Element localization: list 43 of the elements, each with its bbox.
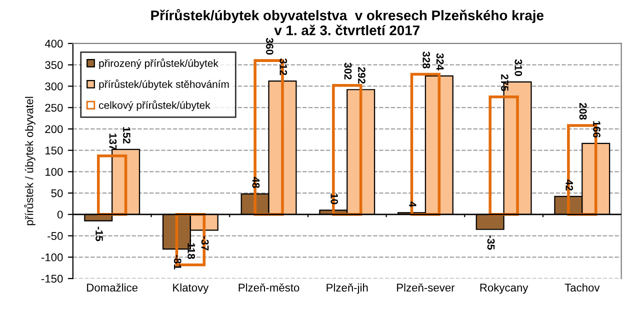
x-tick-label: Tachov [564, 283, 600, 292]
data-label: 310 [514, 59, 522, 76]
x-tick-label: Klatovy [173, 283, 209, 294]
data-label: 208 [579, 102, 587, 120]
y-tick-label: -50 [48, 232, 63, 240]
legend-label: přirozený přírůstek/úbytek [99, 58, 218, 70]
data-label: -81 [174, 255, 182, 270]
data-label: -35 [487, 235, 495, 250]
x-tick-label: Domažlice [87, 283, 138, 292]
data-label: 312 [280, 58, 288, 76]
data-label: 166 [593, 121, 600, 138]
x-tick-label: Plzeň-město [238, 283, 300, 292]
y-tick-label: 250 [45, 104, 63, 112]
y-tick-label: 300 [45, 82, 63, 90]
data-label: -15 [96, 226, 103, 242]
y-axis-title: přírůstek / úbytek obyvatel [24, 96, 36, 226]
legend-label: celkový přírůstek/úbytek [99, 100, 210, 111]
y-tick-label: -100 [41, 253, 63, 262]
data-label: 292 [358, 67, 366, 84]
data-label: 4 [409, 202, 416, 208]
data-label: 152 [122, 127, 130, 144]
y-tick-label: 100 [46, 168, 63, 176]
y-tick-label: 50 [51, 189, 63, 198]
x-tick-label: Rokycany [480, 283, 528, 294]
x-tick-label: Plzeň-sever [397, 283, 455, 292]
y-tick-label: 350 [45, 61, 63, 69]
data-label: 324 [436, 53, 444, 70]
y-tick-label: 400 [44, 40, 63, 48]
y-tick-label: 0 [57, 210, 63, 219]
y-tick-label: 200 [45, 125, 63, 134]
chart-title: Přírůstek/úbytek obyvatelstva v okresech Plzeňského kraje v 1. až 3. čtvrtletí 2017 [151, 9, 544, 36]
data-label: 328 [422, 52, 430, 68]
x-tick-label: Plzeň-jih [326, 283, 368, 294]
data-label: 360 [266, 38, 274, 55]
legend-label: přírůstek/úbytek stěhováním [99, 79, 229, 90]
data-label: -37 [201, 236, 209, 250]
data-label: 137 [109, 134, 117, 150]
data-label: 48 [252, 176, 260, 188]
y-tick-label: -150 [41, 274, 63, 283]
y-tick-label: 150 [46, 146, 63, 154]
data-label: 302 [344, 62, 352, 80]
data-label: 42 [566, 179, 574, 190]
data-label: 10 [330, 194, 338, 204]
